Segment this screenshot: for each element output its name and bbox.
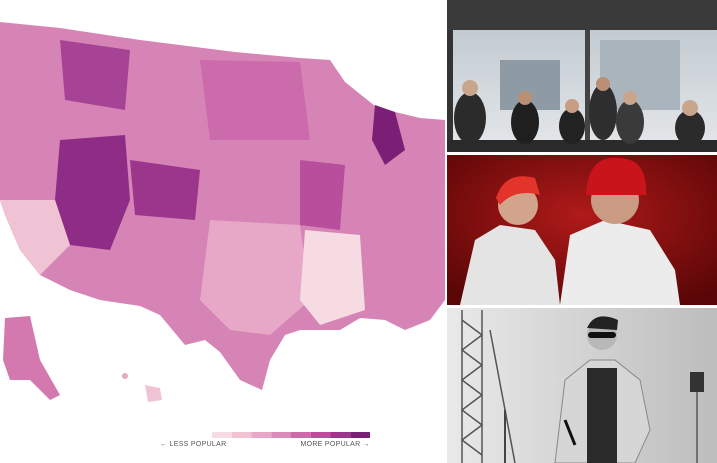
- region-mid: [300, 160, 345, 230]
- photo-duo: [447, 155, 717, 305]
- legend-less-label: ← LESS POPULAR: [160, 441, 226, 448]
- legend: ← LESS POPULAR MORE POPULAR →: [160, 432, 370, 448]
- legend-swatch: [330, 432, 351, 438]
- alaska: [3, 316, 60, 400]
- legend-swatch: [271, 432, 291, 438]
- region-light: [0, 200, 70, 275]
- region-dark: [130, 160, 200, 220]
- hawaii: [122, 373, 128, 379]
- region-light: [300, 230, 365, 325]
- legend-swatch: [350, 432, 370, 438]
- region-dark: [60, 40, 130, 110]
- us-map: [0, 22, 445, 402]
- legend-swatch: [310, 432, 331, 438]
- legend-swatch: [231, 432, 252, 438]
- photo-singer: [447, 308, 717, 463]
- legend-swatch: [212, 432, 232, 438]
- region-light: [200, 220, 310, 335]
- legend-swatch: [291, 432, 311, 438]
- region-dark: [55, 135, 130, 250]
- legend-swatch: [251, 432, 272, 438]
- region-mid: [200, 60, 310, 140]
- region-dark: [372, 105, 405, 165]
- legend-more-label: MORE POPULAR →: [300, 441, 370, 448]
- hawaii: [145, 385, 162, 402]
- photo-band: [447, 0, 717, 152]
